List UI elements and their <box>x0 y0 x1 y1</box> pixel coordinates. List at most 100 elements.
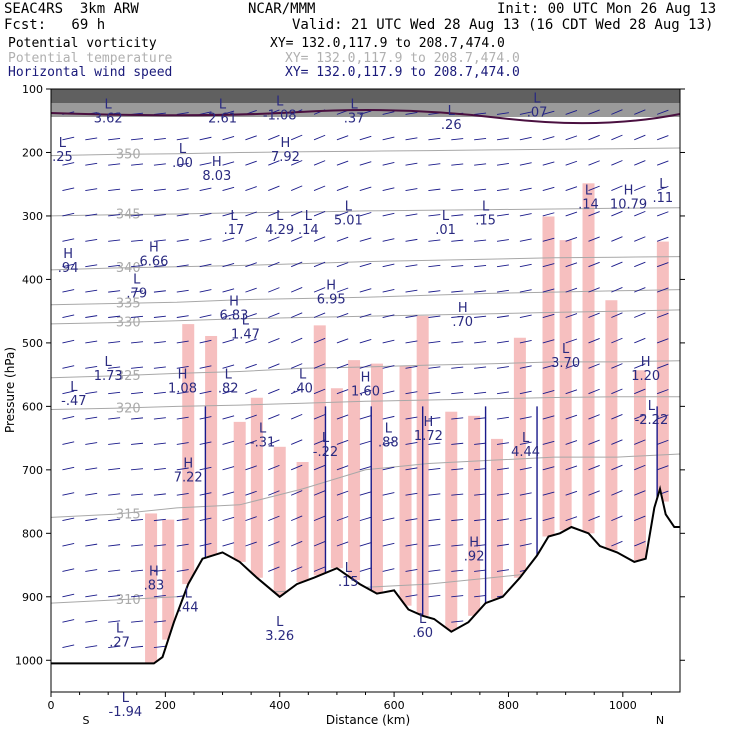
wind-vector <box>474 188 487 192</box>
wind-vector <box>405 137 418 141</box>
pv-extremum-value: 1.73 <box>94 369 123 384</box>
wind-vector <box>474 366 487 369</box>
wind-vector <box>245 363 257 369</box>
wind-vector <box>542 161 555 166</box>
wind-vector <box>199 289 212 293</box>
wind-vector <box>62 593 75 598</box>
wind-vector <box>176 289 189 293</box>
wind-vector <box>519 492 532 496</box>
wind-vector <box>313 287 326 293</box>
upper-pv-band-core <box>51 89 680 103</box>
wind-vector <box>199 365 212 369</box>
pv-extremum-type: L <box>585 183 593 198</box>
wind-vector <box>611 363 623 369</box>
wind-vector <box>496 467 509 471</box>
wind-vector <box>565 440 578 445</box>
wind-vector <box>359 212 372 217</box>
wind-vector <box>405 340 418 344</box>
wind-vector <box>519 517 532 522</box>
pv-extremum-type: L <box>345 199 353 214</box>
pv-extremum-value: .26 <box>441 118 462 133</box>
wind-vector <box>222 161 235 166</box>
pv-extremum-type: L <box>350 98 358 113</box>
pv-extremum-type: L <box>105 355 113 370</box>
wind-vector <box>85 137 98 141</box>
wind-vector <box>108 315 121 318</box>
pv-column <box>145 513 158 664</box>
pv-extremum-type: L <box>59 136 67 151</box>
wind-vector <box>290 287 303 293</box>
pv-extremum-type: H <box>149 564 159 579</box>
pv-extremum-type: L <box>185 586 193 601</box>
wind-vector <box>451 341 464 344</box>
wind-vector <box>62 441 75 445</box>
wind-vector <box>85 188 98 192</box>
wind-vector <box>85 391 98 395</box>
wind-vector <box>359 440 372 445</box>
wind-vector <box>85 645 98 649</box>
wind-vector <box>153 620 166 623</box>
wind-vector <box>131 265 144 268</box>
wind-vector <box>474 315 487 318</box>
theta-contour-line <box>50 147 681 157</box>
wind-vector <box>382 288 395 293</box>
wind-vector <box>634 185 646 191</box>
theta-contour-label: 335 <box>116 297 141 312</box>
wind-vector <box>474 239 487 242</box>
wind-vector <box>336 541 349 547</box>
wind-vector <box>199 162 212 166</box>
wind-vector <box>131 620 144 623</box>
wind-vector <box>268 160 280 166</box>
pv-extremum-value: -2.22 <box>635 413 669 428</box>
wind-vector <box>451 417 464 420</box>
wind-vector <box>405 238 418 242</box>
pv-column <box>370 363 383 594</box>
model-label: SEAC4RS 3km ARW <box>4 1 139 17</box>
pv-extremum-type: H <box>149 241 159 256</box>
wind-vector <box>313 363 326 369</box>
wind-vector <box>405 467 418 471</box>
wind-vector <box>474 391 487 395</box>
pv-column <box>313 325 326 576</box>
wind-vector <box>108 341 121 344</box>
wind-vector <box>428 239 441 242</box>
wind-vector <box>634 515 646 522</box>
wind-vector <box>108 493 121 496</box>
theta-contour-label: 340 <box>116 261 141 276</box>
wind-vector <box>336 389 349 395</box>
pv-extremum-value: 5.01 <box>334 213 363 228</box>
wind-vector <box>245 516 257 522</box>
x-tick-label: 800 <box>498 699 519 712</box>
wind-vector <box>108 594 121 598</box>
wind-vector <box>359 262 372 268</box>
y-tick-label: 300 <box>22 210 43 223</box>
wind-vector <box>565 414 578 420</box>
pv-extremum-type: L <box>242 314 250 329</box>
wind-vector <box>62 542 75 547</box>
wind-vector <box>108 518 121 522</box>
wind-vector <box>290 312 303 318</box>
wind-vector <box>611 540 623 547</box>
wind-vector <box>245 414 257 420</box>
wind-vector <box>359 389 372 395</box>
wind-vector <box>268 464 280 471</box>
wind-vector <box>496 112 509 115</box>
wind-vector <box>108 214 121 217</box>
pv-extremum-type: H <box>469 536 479 551</box>
pv-extremum-type: L <box>259 421 267 436</box>
pv-extremum-value: .88 <box>378 435 399 450</box>
wind-vector <box>382 136 395 141</box>
wind-vector <box>542 390 555 395</box>
wind-vector <box>474 264 487 268</box>
wind-vector <box>85 340 98 344</box>
pv-extremum-value: 7.22 <box>174 470 203 485</box>
wind-vector <box>222 415 235 420</box>
wind-vector <box>428 391 441 395</box>
wind-vector <box>542 110 555 115</box>
pv-extremum-value: 1.08 <box>168 382 197 397</box>
wind-vector <box>405 365 418 369</box>
wind-vector <box>222 491 235 496</box>
wind-vector <box>382 542 395 547</box>
pv-extremum-value: 1.20 <box>631 369 660 384</box>
wind-vector <box>245 287 257 293</box>
